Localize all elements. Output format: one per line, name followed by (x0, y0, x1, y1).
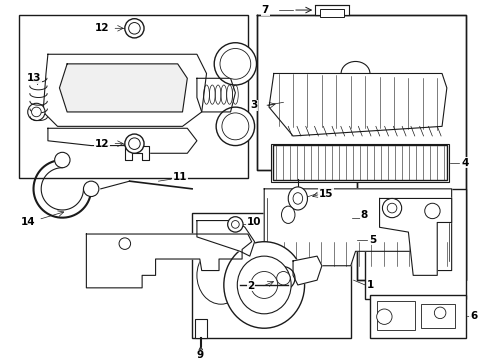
Ellipse shape (28, 103, 45, 121)
Ellipse shape (128, 138, 140, 149)
Ellipse shape (214, 43, 256, 85)
Text: 5: 5 (368, 235, 375, 245)
Polygon shape (197, 78, 235, 112)
Ellipse shape (227, 217, 243, 232)
Bar (314, 5, 348, 15)
Text: 3: 3 (250, 100, 257, 110)
Polygon shape (60, 64, 187, 112)
Text: 10: 10 (246, 217, 261, 228)
Ellipse shape (32, 107, 41, 117)
Text: 11: 11 (173, 172, 187, 182)
Ellipse shape (382, 198, 401, 218)
Ellipse shape (222, 113, 248, 140)
Polygon shape (86, 234, 251, 288)
Bar (420, 304, 454, 328)
Ellipse shape (433, 307, 445, 319)
Ellipse shape (287, 187, 307, 210)
Ellipse shape (292, 193, 302, 204)
Polygon shape (48, 128, 197, 153)
Polygon shape (292, 256, 321, 285)
Bar (369, 294, 465, 338)
Ellipse shape (55, 152, 70, 168)
Bar (272, 145, 446, 180)
Bar (192, 213, 350, 338)
Ellipse shape (386, 203, 396, 213)
Text: 1: 1 (366, 280, 373, 290)
Bar (270, 144, 448, 182)
Ellipse shape (124, 19, 144, 38)
Bar (195, 319, 206, 338)
Text: 4: 4 (460, 158, 468, 168)
Ellipse shape (128, 23, 140, 34)
Ellipse shape (276, 271, 289, 285)
Ellipse shape (271, 267, 294, 290)
Polygon shape (268, 73, 446, 136)
Polygon shape (264, 189, 451, 271)
Polygon shape (379, 198, 451, 275)
Bar (19, 15, 247, 178)
Polygon shape (197, 221, 254, 256)
Text: 15: 15 (318, 189, 333, 199)
Text: 7: 7 (261, 5, 268, 15)
Ellipse shape (83, 181, 99, 197)
Text: 12: 12 (95, 139, 109, 149)
Ellipse shape (424, 203, 439, 219)
Text: 6: 6 (469, 311, 476, 321)
Polygon shape (124, 145, 148, 160)
Ellipse shape (250, 271, 277, 298)
Ellipse shape (224, 242, 304, 328)
Text: 2: 2 (247, 281, 254, 291)
Polygon shape (43, 54, 206, 126)
Polygon shape (257, 15, 465, 280)
Text: 8: 8 (360, 210, 367, 220)
Ellipse shape (119, 238, 130, 249)
Text: 9: 9 (197, 350, 203, 360)
Ellipse shape (231, 221, 239, 228)
Text: 13: 13 (27, 73, 41, 83)
Ellipse shape (281, 206, 294, 224)
Text: 12: 12 (95, 23, 109, 33)
Ellipse shape (237, 256, 290, 314)
Ellipse shape (376, 309, 391, 324)
Text: 14: 14 (21, 217, 36, 228)
Bar (365, 189, 465, 300)
Ellipse shape (220, 49, 250, 79)
Bar (319, 9, 343, 17)
Ellipse shape (216, 107, 254, 145)
Bar (376, 301, 414, 330)
Ellipse shape (124, 134, 144, 153)
